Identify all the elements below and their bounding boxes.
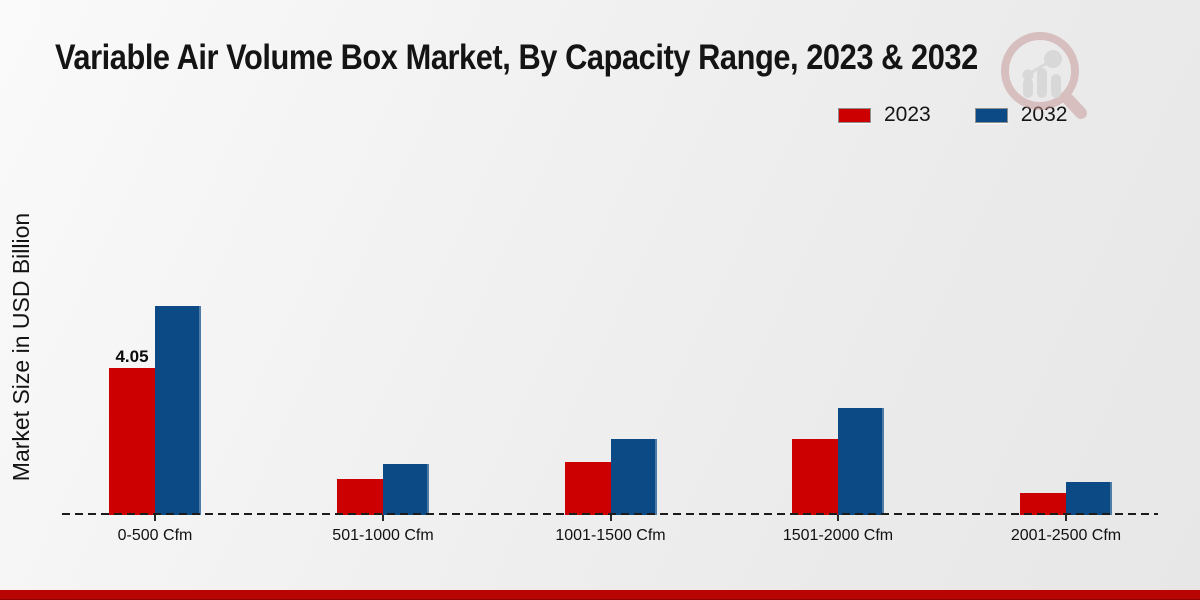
x-axis-category-label: 1001-1500 Cfm <box>555 527 666 544</box>
x-axis-tick <box>1065 515 1067 521</box>
bar-2032-1001-1500-cfm <box>610 439 657 515</box>
bar-2023-501-1000-cfm <box>337 479 383 515</box>
bar-2023-1001-1500-cfm <box>564 462 611 515</box>
x-axis-tick <box>837 515 839 521</box>
bar-2032-501-1000-cfm <box>383 464 429 515</box>
bar-2023-1501-2000-cfm <box>792 439 838 515</box>
x-axis-line <box>62 513 1158 515</box>
bar-2032-2001-2500-cfm <box>1066 482 1112 515</box>
x-axis-category-label: 1501-2000 Cfm <box>782 527 894 544</box>
bar-2032-1501-2000-cfm <box>838 408 884 515</box>
x-axis-category-label: 0-500 Cfm <box>117 527 193 544</box>
bar-value-label: 4.05 <box>115 347 149 366</box>
x-axis-category-label: 501-1000 Cfm <box>332 527 434 544</box>
magnifier-chart-logo-icon <box>1001 32 1087 119</box>
x-axis-tick <box>154 515 156 521</box>
legend-swatch-2032 <box>974 107 1008 123</box>
legend-item-2023: 2023 <box>838 103 931 127</box>
x-axis-tick <box>382 515 384 521</box>
x-axis-tick <box>609 515 612 521</box>
legend-swatch-2023 <box>838 107 871 123</box>
bar-2023-2001-2500-cfm <box>1020 493 1066 515</box>
bar-2032-0-500-cfm <box>155 306 201 515</box>
legend-label-2023: 2023 <box>884 103 931 126</box>
chart-title: Variable Air Volume Box Market, By Capac… <box>55 38 978 77</box>
bottom-accent-bar <box>0 590 1200 600</box>
x-axis-category-label: 2001-2500 Cfm <box>1010 527 1122 544</box>
bar-2023-0-500-cfm <box>109 368 155 515</box>
